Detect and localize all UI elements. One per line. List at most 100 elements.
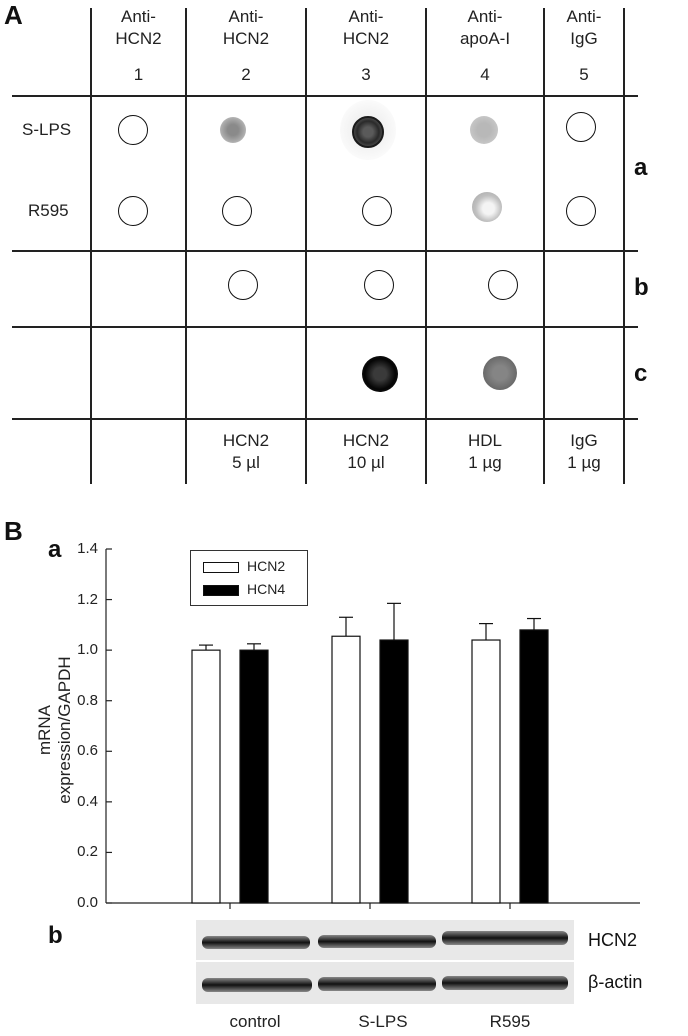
panel-b-letter: B: [4, 516, 23, 546]
col-footer-3: HCN2 10 µl: [307, 430, 425, 474]
bar-hcn2-1: [331, 635, 361, 904]
col-header-3: Anti- HCN2 3: [307, 6, 425, 86]
band-actin-slps: [318, 977, 436, 991]
col-header-1: Anti- HCN2 1: [92, 6, 185, 86]
dot-empty-r595-1: [118, 196, 148, 226]
col-header-4-line1: Anti-: [467, 7, 503, 26]
band-actin-r595: [442, 976, 568, 990]
dot-empty-slps-1: [118, 115, 148, 145]
col-footer-2-line1: HCN2: [222, 431, 270, 450]
legend: HCN2 HCN4: [190, 550, 308, 606]
dot-spot-c-3: [362, 356, 398, 392]
y-tick-label: 0.2: [77, 843, 98, 861]
dot-empty-b-4: [488, 270, 518, 300]
dot-spot-c-4: [483, 356, 517, 390]
dot-empty-r595-3: [362, 196, 392, 226]
row-label-r595: R595: [28, 201, 69, 220]
panel-a-letter: A: [4, 0, 23, 30]
x-category-slps: S-LPS: [358, 1012, 408, 1031]
grid-hline-0: [12, 95, 638, 97]
grid-vline-0: [90, 8, 92, 484]
section-label-c: c: [634, 360, 648, 387]
chart-axes: [105, 548, 640, 909]
col-footer-3-line2: 10 µl: [347, 453, 385, 472]
y-tick-label: 1.0: [77, 641, 98, 659]
col-header-3-line2: HCN2: [342, 29, 390, 48]
legend-swatch-hcn4: [203, 585, 239, 596]
col-footer-2: HCN2 5 µl: [187, 430, 305, 474]
grid-vline-3: [425, 8, 427, 484]
blot-label-actin: β-actin: [588, 972, 643, 992]
chart-bars: [191, 602, 549, 904]
bar-hcn2-2: [471, 639, 501, 904]
bar-chart: [105, 548, 640, 909]
dot-spot-slps-2: [220, 117, 246, 143]
col-header-4: Anti- apoA-I 4: [427, 6, 543, 86]
col-header-3-line1: Anti-: [348, 7, 384, 26]
dot-spot-slps-3: [352, 116, 384, 148]
band-hcn2-slps: [318, 935, 436, 948]
band-hcn2-r595: [442, 931, 568, 945]
col-header-1-line2: HCN2: [115, 29, 162, 48]
col-header-5-line2: IgG: [570, 29, 598, 48]
section-label-a: a: [634, 154, 648, 181]
dot-spot-slps-4: [470, 116, 498, 144]
col-header-4-line2: apoA-I: [459, 29, 511, 48]
grid-hline-2: [12, 326, 638, 328]
col-header-1-line1: Anti-: [121, 7, 156, 26]
bar-hcn2-0: [191, 649, 221, 904]
band-hcn2-control: [202, 936, 310, 949]
legend-label-hcn2: HCN2: [247, 558, 286, 574]
col-header-3-num: 3: [361, 65, 371, 84]
legend-label-hcn4: HCN4: [247, 581, 286, 597]
y-tick-label: 1.4: [77, 540, 98, 557]
panel-b-sub-a: a: [48, 536, 62, 563]
section-label-b: b: [634, 274, 649, 301]
col-header-5-num: 5: [579, 65, 589, 84]
panel-b-sub-b: b: [48, 922, 63, 949]
col-footer-4: HDL 1 µg: [427, 430, 543, 474]
blot-label-hcn2: HCN2: [588, 930, 638, 950]
dot-empty-slps-5: [566, 112, 596, 142]
col-footer-3-line1: HCN2: [342, 431, 390, 450]
western-blot: [196, 920, 574, 1004]
band-actin-control: [202, 978, 312, 992]
col-footer-4-line1: HDL: [467, 431, 502, 450]
x-category-control: control: [229, 1012, 281, 1031]
grid-vline-4: [543, 8, 545, 484]
grid-hline-1: [12, 250, 638, 252]
col-header-2: Anti- HCN2 2: [187, 6, 305, 86]
dot-empty-b-3: [364, 270, 394, 300]
dot-spot-r595-4: [472, 192, 502, 222]
grid-hline-3: [12, 418, 638, 420]
grid-vline-5: [623, 8, 625, 484]
dot-empty-b-2: [228, 270, 258, 300]
col-header-2-line2: HCN2: [222, 29, 270, 48]
col-footer-4-line2: 1 µg: [468, 453, 502, 472]
bar-hcn4-0: [239, 649, 269, 904]
col-footer-5-line2: 1 µg: [567, 453, 601, 472]
col-footer-5-line1: IgG: [570, 431, 598, 450]
col-footer-2-line2: 5 µl: [232, 453, 260, 472]
grid-vline-2: [305, 8, 307, 484]
dot-empty-r595-2: [222, 196, 252, 226]
col-header-2-line1: Anti-: [228, 7, 264, 26]
bar-hcn4-1: [379, 639, 409, 904]
col-header-5: Anti- IgG 5: [545, 6, 623, 86]
legend-swatch-hcn2: [203, 562, 239, 573]
col-footer-5: IgG 1 µg: [545, 430, 623, 474]
col-header-1-num: 1: [133, 65, 144, 84]
col-header-4-num: 4: [480, 65, 490, 84]
row-label-slps: S-LPS: [22, 120, 72, 139]
col-header-5-line1: Anti-: [566, 7, 602, 26]
y-tick-label: 0.4: [77, 792, 98, 810]
x-category-r595: R595: [489, 1012, 531, 1031]
y-tick-label: 1.2: [77, 590, 98, 608]
y-tick-label: 0.6: [77, 742, 98, 760]
dot-empty-r595-5: [566, 196, 596, 226]
grid-vline-1: [185, 8, 187, 484]
bar-hcn4-2: [519, 629, 549, 904]
y-tick-label: 0.8: [77, 691, 98, 709]
col-header-2-num: 2: [241, 65, 251, 84]
y-tick-label: 0.0: [77, 894, 98, 911]
